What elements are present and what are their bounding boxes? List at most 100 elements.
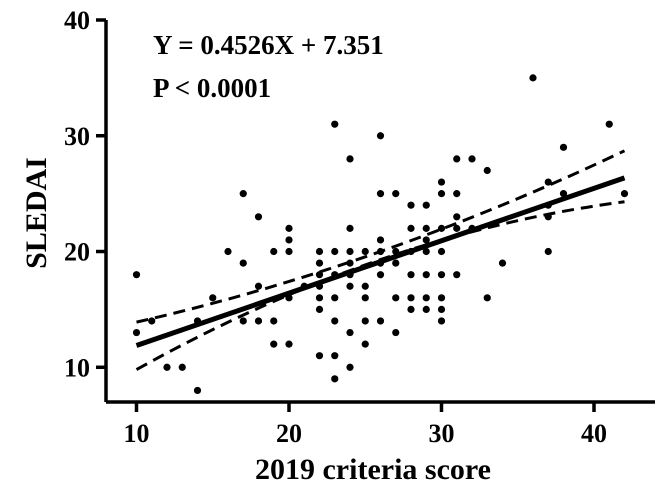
data-point	[239, 259, 247, 267]
data-point	[483, 294, 491, 302]
data-point	[270, 247, 278, 256]
data-point	[376, 132, 385, 140]
data-point	[422, 236, 430, 244]
data-point	[239, 190, 247, 198]
data-point	[254, 317, 263, 325]
data-point	[361, 340, 369, 348]
data-point	[331, 247, 339, 256]
data-point	[148, 317, 156, 325]
ticks: 10 20 30 40 10 20 30 40	[64, 6, 607, 448]
ci-upper-curve	[136, 149, 626, 324]
data-point	[437, 305, 446, 313]
data-points	[132, 74, 629, 395]
data-point	[468, 155, 476, 163]
data-point	[270, 340, 278, 348]
data-point	[483, 166, 491, 175]
x-tick-label: 10	[124, 419, 150, 448]
data-point	[285, 236, 293, 244]
data-point	[331, 317, 339, 325]
data-point	[132, 328, 141, 337]
data-point	[254, 213, 263, 221]
data-point	[437, 224, 446, 232]
data-point	[315, 305, 324, 313]
data-point	[361, 294, 369, 302]
data-point	[239, 317, 247, 325]
data-point	[331, 375, 339, 383]
data-point	[315, 247, 324, 256]
data-point	[422, 224, 430, 232]
data-point	[331, 294, 339, 302]
data-point	[376, 190, 385, 198]
data-point	[392, 328, 400, 337]
data-point	[559, 143, 568, 151]
data-point	[453, 155, 461, 163]
data-point	[224, 247, 232, 256]
data-point	[376, 271, 385, 279]
data-point	[392, 190, 400, 198]
data-point	[437, 294, 446, 302]
data-point	[315, 352, 324, 360]
data-point	[270, 317, 278, 325]
data-point	[407, 305, 415, 313]
data-point	[529, 74, 537, 82]
p-value-annotation: P < 0.0001	[153, 73, 271, 103]
data-point	[346, 247, 354, 256]
x-tick-label: 30	[429, 419, 455, 448]
data-point	[254, 282, 263, 290]
data-point	[437, 178, 446, 186]
data-point	[559, 190, 568, 198]
data-point	[422, 271, 430, 279]
data-point	[163, 363, 171, 371]
data-point	[361, 247, 369, 256]
data-point	[346, 363, 354, 371]
data-point	[422, 247, 430, 256]
data-point	[498, 259, 507, 267]
data-point	[620, 190, 629, 198]
data-point	[376, 236, 385, 244]
data-point	[437, 247, 446, 256]
regression-line	[135, 175, 626, 348]
y-tick-label: 10	[64, 353, 90, 382]
ci-lower-curve	[135, 200, 625, 371]
data-point	[453, 271, 461, 279]
data-point	[285, 340, 293, 348]
data-point	[285, 247, 293, 256]
data-point	[422, 201, 430, 209]
data-point	[346, 155, 354, 163]
data-point	[315, 259, 324, 267]
y-tick-label: 40	[64, 6, 90, 35]
x-axis-title: 2019 criteria score	[255, 453, 491, 486]
data-point	[437, 190, 446, 198]
data-point	[407, 294, 415, 302]
y-axis-title: SLEDAI	[20, 157, 53, 269]
data-point	[544, 178, 552, 186]
data-point	[361, 282, 369, 290]
data-point	[392, 259, 400, 267]
data-point	[193, 386, 202, 395]
data-point	[376, 317, 385, 325]
data-point	[178, 363, 186, 371]
data-point	[361, 317, 369, 325]
data-point	[315, 294, 324, 302]
regression-line-group	[135, 175, 626, 348]
data-point	[453, 213, 461, 221]
data-point	[422, 294, 430, 302]
x-tick-label: 40	[581, 419, 607, 448]
data-point	[331, 352, 339, 360]
data-point	[285, 224, 293, 232]
x-tick-label: 20	[276, 419, 302, 448]
data-point	[422, 305, 430, 313]
data-point	[331, 120, 339, 128]
data-point	[346, 328, 354, 337]
data-point	[346, 282, 354, 290]
data-point	[209, 294, 217, 302]
data-point	[392, 294, 400, 302]
data-point	[605, 120, 613, 128]
data-point	[407, 201, 415, 209]
data-point	[132, 271, 141, 279]
data-point	[437, 317, 446, 325]
data-point	[407, 271, 415, 279]
regression-equation: Y = 0.4526X + 7.351	[153, 30, 384, 60]
data-point	[453, 190, 461, 198]
